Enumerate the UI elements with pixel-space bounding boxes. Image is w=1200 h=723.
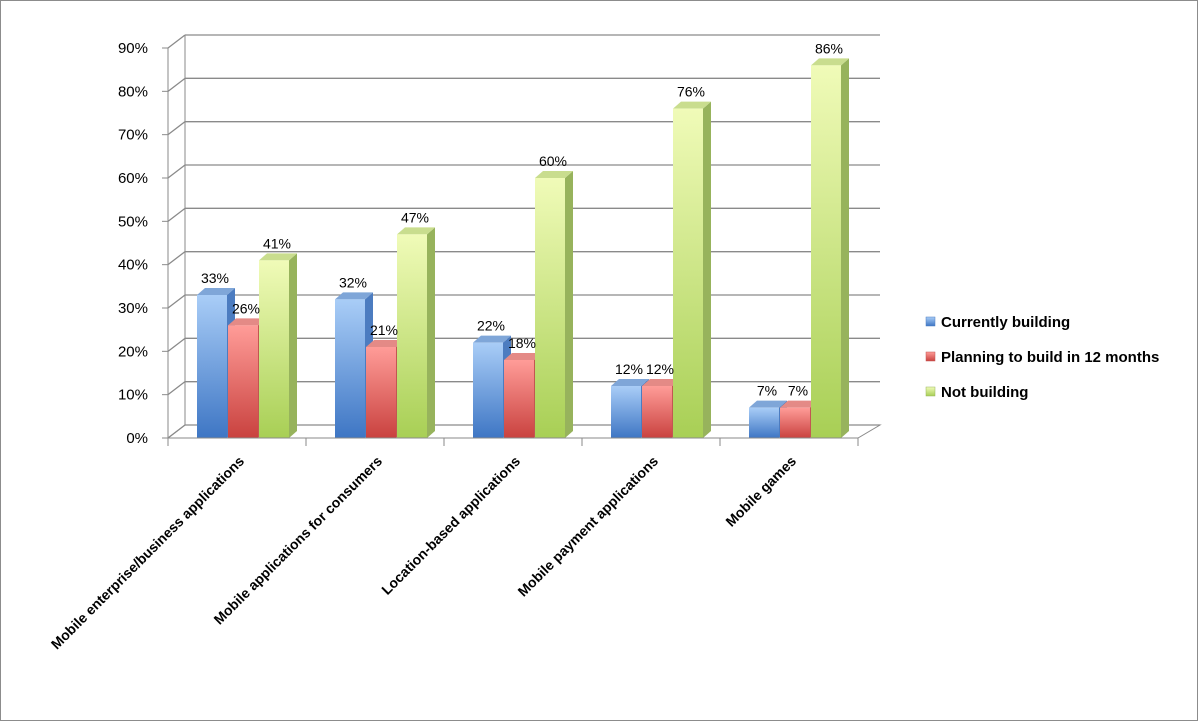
bar-front (228, 325, 258, 438)
y-axis-ticks: 0% 10% 20% 30% 40% 50% 60% 70% 80% 90% (118, 40, 168, 447)
legend-item: Planning to build in 12 months (925, 349, 1159, 366)
x-axis (167, 437, 859, 446)
data-label: 76% (677, 84, 705, 100)
y-tick-label: 40% (118, 257, 148, 274)
category-labels: Mobile enterprise/business applicationsM… (48, 453, 800, 653)
bar-top (366, 340, 404, 347)
y-tick-label: 10% (118, 387, 148, 404)
bar-top (780, 400, 818, 408)
legend-label: Currently building (941, 314, 1070, 331)
bar-front (535, 178, 565, 438)
legend: Currently building Planning to build in 1… (925, 314, 1159, 401)
bar-top (228, 318, 266, 326)
bar-top (811, 58, 849, 66)
bar-front (673, 108, 703, 439)
category-label: Mobile applications for consumers (210, 453, 385, 628)
bar-top (197, 288, 235, 295)
bar-side (703, 101, 711, 439)
bar-front (259, 260, 289, 438)
bar-front (642, 386, 672, 438)
bar-top (473, 335, 511, 343)
data-label: 12% (615, 361, 643, 377)
data-label: 21% (370, 322, 398, 338)
bar-top (259, 253, 297, 261)
gridlines (167, 34, 880, 439)
side-gridline (167, 121, 186, 136)
bar-top (611, 379, 649, 386)
y-tick-label: 30% (118, 300, 148, 317)
bar-front (366, 347, 396, 438)
bar-top (504, 353, 542, 360)
side-gridline (167, 424, 186, 439)
bar-front (335, 299, 365, 438)
bar-front (780, 407, 810, 438)
side-gridline (167, 251, 186, 266)
data-label: 7% (757, 383, 777, 399)
y-tick-label: 60% (118, 170, 148, 187)
data-label: 32% (339, 274, 367, 290)
bar-side (289, 253, 297, 438)
legend-item: Currently building (925, 314, 1070, 331)
y-tick-label: 50% (118, 213, 148, 230)
category-label: Mobile payment applications (514, 453, 661, 600)
legend-swatch (925, 351, 936, 362)
side-gridline (167, 34, 186, 49)
category-label: Location-based applications (378, 453, 523, 598)
bar-side (565, 171, 573, 438)
data-label: 41% (263, 235, 291, 251)
data-label: 12% (646, 361, 674, 377)
bar-3-4 (673, 101, 711, 439)
bars (197, 58, 849, 439)
category-label: Mobile games (722, 453, 799, 530)
bar-top (335, 292, 373, 300)
legend-swatch (925, 316, 936, 327)
y-tick-label: 80% (118, 83, 148, 100)
side-gridline (167, 164, 186, 179)
data-label: 33% (201, 270, 229, 286)
legend-swatch (925, 386, 936, 397)
bar-front (749, 407, 779, 438)
bar-front (504, 360, 534, 438)
y-tick-label: 20% (118, 343, 148, 360)
side-gridline (167, 77, 186, 92)
bar-front (197, 295, 227, 438)
side-gridline (167, 207, 186, 222)
y-tick-label: 70% (118, 127, 148, 144)
side-gridline (167, 294, 186, 309)
data-label: 7% (788, 383, 808, 399)
bar-front (397, 234, 427, 438)
legend-label: Planning to build in 12 months (941, 349, 1159, 366)
data-label: 18% (508, 335, 536, 351)
bar-top (749, 400, 787, 408)
bar-front (811, 65, 841, 438)
bar-side (841, 58, 849, 438)
bar-front (473, 342, 503, 438)
bar-3-5 (811, 58, 849, 438)
data-label: 26% (232, 300, 260, 316)
data-label: 86% (815, 40, 843, 56)
data-label: 47% (401, 209, 429, 225)
data-label: 60% (539, 153, 567, 169)
legend-item: Not building (925, 384, 1028, 401)
data-label: 22% (477, 318, 505, 334)
bar-3-1 (259, 253, 297, 438)
legend-label: Not building (941, 384, 1028, 401)
bar-side (427, 227, 435, 438)
bar-top (535, 171, 573, 178)
data-labels: 33%26% 41% 32% 21% 47% 22%18% 60% 12% 12% 76% 7% 7%… (201, 40, 843, 398)
y-tick-label: 0% (126, 430, 148, 447)
bar-top (673, 101, 711, 109)
bar-front (611, 386, 641, 438)
side-gridline (167, 337, 186, 352)
y-tick-label: 90% (118, 40, 148, 57)
bar-3-2 (397, 227, 435, 438)
bar-top (397, 227, 435, 235)
bar-top (642, 379, 680, 386)
side-gridline (167, 381, 186, 396)
bar-3-3 (535, 171, 573, 438)
